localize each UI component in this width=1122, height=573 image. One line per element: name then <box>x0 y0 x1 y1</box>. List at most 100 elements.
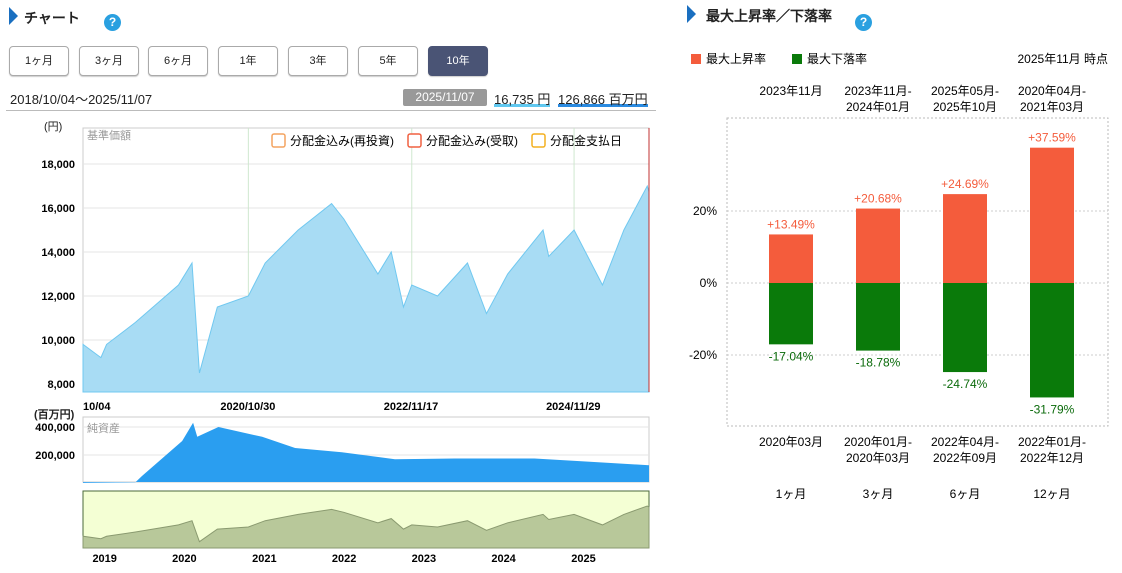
price-area <box>82 184 650 393</box>
fall-label: -24.74% <box>943 377 988 391</box>
checkbox-icon[interactable] <box>407 133 422 148</box>
assets-unit-label: (百万円) <box>34 409 75 421</box>
navigator-year-label: 2025 <box>571 553 595 565</box>
legend-label: 分配金込み(再投資) <box>290 133 394 148</box>
navigator-year-label: 2020 <box>172 553 196 565</box>
latest-assets: 126,866 百万円 <box>558 89 648 107</box>
divider <box>6 110 656 111</box>
fall-period: 2022年12月 <box>1020 451 1084 465</box>
chart-section-title: チャート <box>24 10 80 26</box>
rise-period: 2025年05月- <box>931 84 999 98</box>
y-tick-label: 8,000 <box>47 379 75 391</box>
fall-period: 2022年01月- <box>1018 435 1086 449</box>
price-unit: 円 <box>537 92 551 107</box>
category-label: 12ヶ月 <box>1033 487 1070 501</box>
rise-label: +24.69% <box>941 177 989 191</box>
y-tick-label: 12,000 <box>41 291 75 303</box>
y-tick-label: 0% <box>700 276 718 290</box>
rise-label: +37.59% <box>1028 131 1076 145</box>
help-icon[interactable]: ? <box>855 14 872 31</box>
legend-label: 分配金込み(受取) <box>426 133 518 148</box>
fall-period: 2022年04月- <box>931 435 999 449</box>
fall-period: 2020年01月- <box>844 435 912 449</box>
legend-label: 最大下落率 <box>807 51 867 66</box>
assets-value: 126,866 <box>558 92 605 107</box>
legend-swatch <box>792 54 802 64</box>
rise-label: +20.68% <box>854 192 902 206</box>
price-chart[interactable]: 8,000 10,000 12,000 14,000 16,000 18,000 基準価額 分… <box>0 0 660 573</box>
category-label: 6ヶ月 <box>950 487 981 501</box>
y-tick-label: 200,000 <box>35 450 75 462</box>
x-tick-label: 2022/11/17 <box>384 401 438 413</box>
section-marker-icon <box>9 7 18 25</box>
fall-label: -18.78% <box>856 356 901 370</box>
y-tick-label: 10,000 <box>41 335 75 347</box>
range-button[interactable]: 3ヶ月 <box>79 46 139 76</box>
category-label: 1ヶ月 <box>776 487 807 501</box>
y-tick-label: 14,000 <box>41 247 75 259</box>
navigator-year-label: 2022 <box>332 553 356 565</box>
y-tick-label: 16,000 <box>41 203 75 215</box>
latest-date-badge: 2025/11/07 <box>403 89 487 106</box>
legend-item[interactable]: 分配金込み(受取) <box>407 133 518 148</box>
navigator-year-label: 2023 <box>412 553 436 565</box>
rise-period: 2023年11月- <box>844 84 911 98</box>
navigator-year-label: 2019 <box>92 553 116 565</box>
as-of-date: 2025年11月 時点 <box>1018 52 1109 66</box>
fall-label: -17.04% <box>769 349 814 363</box>
rise-period: 2025年10月 <box>933 100 997 114</box>
help-icon[interactable]: ? <box>104 14 121 31</box>
fall-bar[interactable] <box>856 283 900 351</box>
fall-period: 2020年03月 <box>759 435 823 449</box>
rise-period: 2023年11月 <box>759 84 822 98</box>
y-tick-label: 400,000 <box>35 422 75 434</box>
rise-label: +13.49% <box>767 217 815 231</box>
assets-unit: 百万円 <box>608 92 648 107</box>
drawdown-section-title: 最大上昇率／下落率 <box>706 8 832 24</box>
y-tick-label: 18,000 <box>41 159 75 171</box>
fall-period: 2020年03月 <box>846 451 910 465</box>
checkbox-icon[interactable] <box>531 133 546 148</box>
navigator-year-label: 2021 <box>252 553 276 565</box>
navigator-area <box>82 505 650 549</box>
bar-plot-area <box>726 117 1109 427</box>
assets-label: 純資産 <box>87 422 120 435</box>
legend-item[interactable]: 分配金込み(再投資) <box>271 133 394 148</box>
legend-swatch <box>691 54 701 64</box>
navigator-year-label: 2024 <box>491 553 516 565</box>
rise-bar[interactable] <box>856 208 900 283</box>
checkbox-icon[interactable] <box>271 133 286 148</box>
range-button[interactable]: 1年 <box>218 46 278 76</box>
fall-bar[interactable] <box>1030 283 1074 398</box>
drawdown-chart: 最大上昇率 最大下落率 2025年11月 時点 20% 0% -20% +13.49% -17… <box>689 51 1109 501</box>
x-tick-label: 2020/10/30 <box>220 401 275 413</box>
range-button[interactable]: 1ヶ月 <box>9 46 69 76</box>
legend-label: 分配金支払日 <box>550 133 622 148</box>
price-value: 16,735 <box>494 92 534 107</box>
price-label: 基準価額 <box>87 128 131 142</box>
range-button[interactable]: 10年 <box>428 46 488 76</box>
rise-bar[interactable] <box>1030 147 1074 283</box>
x-tick-label: 10/04 <box>83 401 111 413</box>
fall-bar[interactable] <box>769 283 813 345</box>
rise-period: 2021年03月 <box>1020 100 1084 114</box>
category-label: 3ヶ月 <box>863 487 894 501</box>
y-tick-label: 20% <box>693 204 717 218</box>
legend-item[interactable]: 分配金支払日 <box>531 133 622 148</box>
rise-period: 2020年04月- <box>1018 84 1086 98</box>
latest-price: 16,735 円 <box>494 89 551 107</box>
rise-period: 2024年01月 <box>846 100 910 114</box>
range-button[interactable]: 6ヶ月 <box>148 46 208 76</box>
y-tick-label: -20% <box>689 348 717 362</box>
price-unit-label: (円) <box>44 121 63 133</box>
fall-label: -31.79% <box>1030 402 1075 416</box>
period-range: 2018/10/04～2025/11/07 <box>10 92 153 107</box>
assets-area <box>83 422 649 483</box>
rise-bar[interactable] <box>943 194 987 283</box>
range-button[interactable]: 5年 <box>358 46 418 76</box>
fall-bar[interactable] <box>943 283 987 373</box>
x-tick-label: 2024/11/29 <box>546 401 600 413</box>
rise-bar[interactable] <box>769 234 813 283</box>
range-button[interactable]: 3年 <box>288 46 348 76</box>
legend-label: 最大上昇率 <box>706 51 766 66</box>
